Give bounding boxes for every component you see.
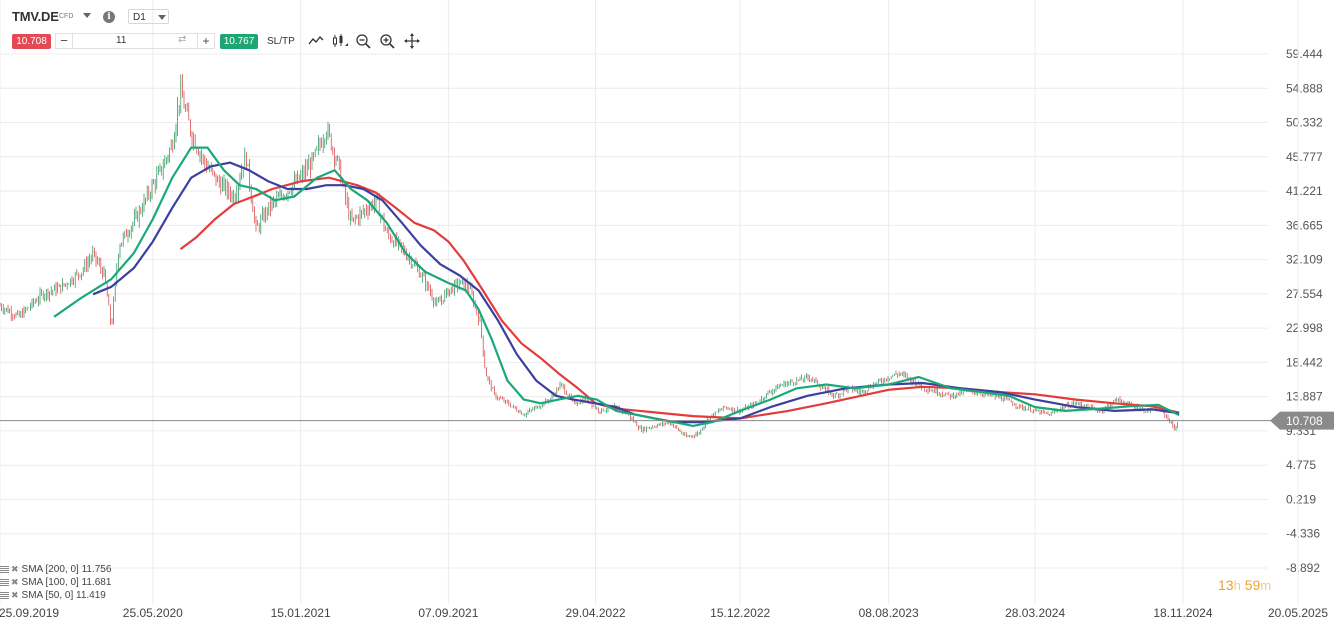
current-price-badge (1270, 411, 1334, 430)
x-tick-label: 25.09.2019 (0, 606, 59, 620)
x-tick-label: 07.09.2021 (418, 606, 478, 620)
y-tick-label: -8.892 (1286, 561, 1320, 575)
legend-label: SMA [100, 0] 11.681 (21, 577, 112, 588)
info-icon[interactable]: i (103, 11, 115, 23)
y-tick-label: 45.777 (1286, 150, 1323, 164)
x-tick-label: 25.05.2020 (123, 606, 183, 620)
y-tick-label: 54.888 (1286, 81, 1323, 95)
symbol-name[interactable]: TMV.DE (12, 9, 59, 24)
close-icon[interactable]: ✖ (11, 590, 19, 600)
x-tick-label: 20.05.2025 (1268, 606, 1328, 620)
x-tick-label: 18.11.2024 (1153, 606, 1212, 620)
sell-price-button[interactable]: 10.708 (12, 34, 51, 49)
timeframe-value: D1 (133, 12, 146, 23)
symbol-type-label: CFD (59, 13, 74, 20)
y-tick-label: 59.444 (1286, 47, 1323, 61)
quantity-plus-button[interactable]: + (197, 34, 214, 48)
candle-type-icon[interactable] (331, 33, 349, 49)
legend-row-sma50[interactable]: ✖ SMA [50, 0] 11.419 (0, 589, 111, 602)
close-icon[interactable]: ✖ (11, 564, 19, 574)
x-tick-label: 08.08.2023 (859, 606, 919, 620)
legend-row-sma100[interactable]: ✖ SMA [100, 0] 11.681 (0, 576, 111, 589)
y-tick-label: 13.887 (1286, 390, 1323, 404)
legend-label: SMA [50, 0] 11.419 (21, 590, 106, 601)
line-type-icon[interactable] (307, 33, 325, 49)
y-tick-label: 41.221 (1286, 184, 1323, 198)
zoom-out-icon[interactable] (355, 33, 373, 49)
y-tick-label: 18.442 (1286, 355, 1323, 369)
candle-timer: 13h 59m (1218, 577, 1271, 593)
sma200-line (179, 176, 1180, 420)
sma100-line (92, 161, 1180, 424)
x-tick-label: 15.01.2021 (271, 606, 331, 620)
buy-price-button[interactable]: 10.767 (220, 34, 258, 49)
zoom-in-icon[interactable] (379, 33, 397, 49)
y-tick-label: 32.109 (1286, 253, 1323, 267)
x-tick-label: 15.12.2022 (710, 606, 770, 620)
visibility-icon[interactable] (0, 578, 9, 586)
quantity-minus-button[interactable]: − (56, 34, 73, 48)
legend-label: SMA [200, 0] 11.756 (21, 564, 112, 575)
crosshair-icon[interactable] (404, 33, 422, 49)
quantity-input[interactable]: 11 (116, 35, 127, 46)
timeframe-dropdown-icon (158, 15, 166, 20)
x-tick-label: 28.03.2024 (1005, 606, 1065, 620)
close-icon[interactable]: ✖ (11, 577, 19, 587)
timer-minutes: 59 (1244, 577, 1261, 593)
sltp-button[interactable]: SL/TP (267, 36, 295, 47)
y-tick-label: 50.332 (1286, 116, 1323, 130)
y-tick-label: 27.554 (1286, 287, 1323, 301)
quantity-stepper[interactable]: − 11 ⇄ + (55, 33, 215, 49)
legend-row-sma200[interactable]: ✖ SMA [200, 0] 11.756 (0, 563, 111, 576)
y-tick-label: 4.775 (1286, 458, 1316, 472)
chart-toolbar: TMV.DE CFD i D1 10.708 − 11 ⇄ + 10.767 S… (0, 0, 440, 56)
y-tick-label: 22.998 (1286, 321, 1323, 335)
x-tick-label: 29.04.2022 (566, 606, 626, 620)
visibility-icon[interactable] (0, 565, 9, 573)
current-price-label: 10.708 (1286, 414, 1323, 428)
y-tick-label: -4.336 (1286, 527, 1320, 541)
timeframe-select[interactable]: D1 (128, 9, 169, 24)
indicator-legend: ✖ SMA [200, 0] 11.756 ✖ SMA [100, 0] 11.68… (0, 563, 111, 602)
swap-icon[interactable]: ⇄ (178, 34, 187, 45)
visibility-icon[interactable] (0, 591, 9, 599)
y-tick-label: 0.219 (1286, 492, 1316, 506)
y-tick-label: 36.665 (1286, 218, 1323, 232)
timer-hours-unit: h (1233, 578, 1241, 593)
sma50-line (53, 146, 1180, 427)
timer-minutes-unit: m (1260, 578, 1272, 593)
symbol-dropdown-icon[interactable] (83, 13, 91, 18)
timer-hours: 13 (1218, 577, 1234, 593)
